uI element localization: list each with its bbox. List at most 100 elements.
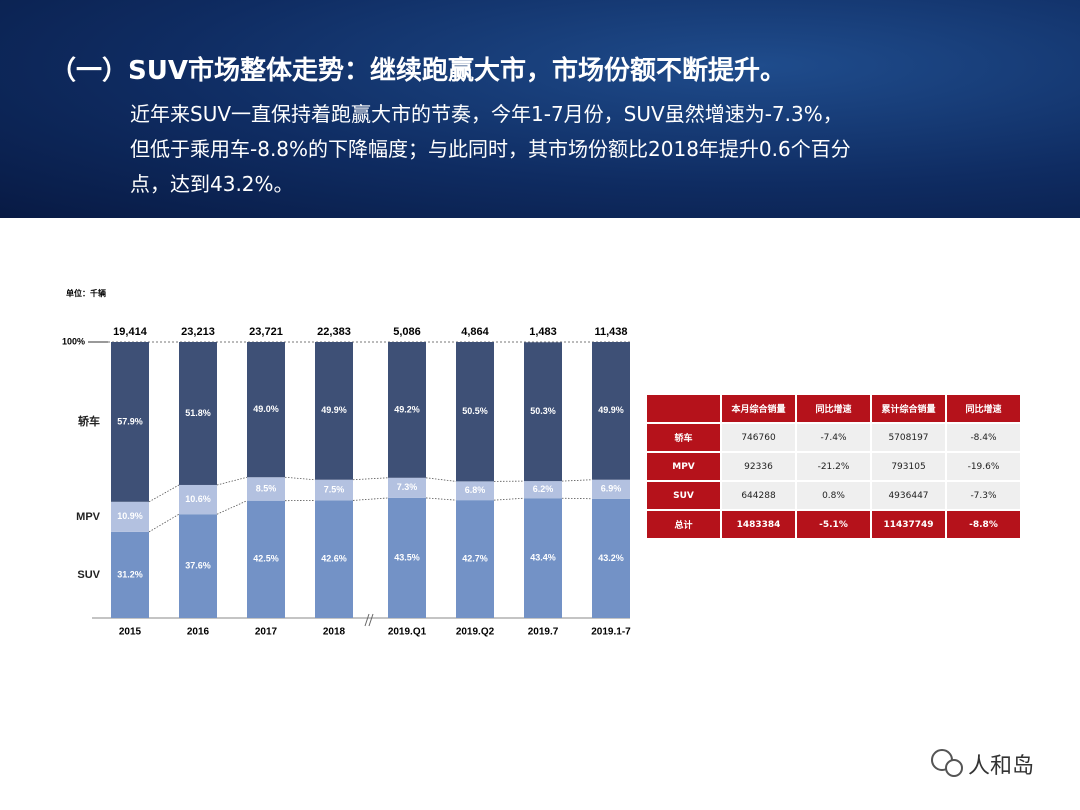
table-cell: -5.1% [795,509,872,540]
paragraph-line: 点，达到43.2%。 [130,172,294,196]
watermark: 人和岛 [968,754,1035,779]
value-label: 6.9% [601,484,622,494]
bar-segment [456,500,494,618]
bar-segment [388,342,426,478]
x-tick-label: 2017 [255,627,278,638]
table-cell: 1483384 [720,509,797,540]
bar-segment [179,342,217,485]
bar-segment [592,342,630,480]
legend-label: SUV [77,569,100,581]
value-label: 8.5% [256,483,277,493]
paragraph-line: 近年来SUV一直保持着跑赢大市的节奏，今年1-7月份，SUV虽然增速为-7.3%… [130,102,843,126]
x-tick-label: 2019.Q1 [388,627,427,638]
connector [561,479,593,482]
bar-segment [456,481,494,501]
table-cell: 总计 [645,509,722,540]
legend-label: MPV [76,511,101,523]
table-cell: -8.4% [945,422,1022,453]
table-cell: 本月综合销量 [720,393,797,424]
bar-segment [315,500,353,618]
bar-segment [388,477,426,498]
value-label: 43.5% [394,552,420,562]
table-cell: 644288 [720,480,797,511]
table-cell: 793105 [870,451,947,482]
value-label: 50.5% [462,406,488,416]
total-label: 23,213 [181,326,215,338]
data-table: 本月综合销量 同比增速 累计综合销量 同比增速 轿车 746760 -7.4% 5708197… [645,393,1022,540]
y-tick-label: 100% [62,336,85,346]
value-label: 49.9% [598,405,624,415]
value-label: 6.8% [465,485,486,495]
total-label: 11,438 [594,326,627,338]
connector [216,500,248,515]
value-label: 50.3% [530,406,556,416]
table-cell: 11437749 [870,509,947,540]
x-tick-label: 2015 [119,627,142,638]
table-cell: 同比增速 [795,393,872,424]
value-label: 7.5% [324,484,345,494]
table-cell: -7.4% [795,422,872,453]
bar-segment [456,342,494,482]
value-label: 43.2% [598,553,624,563]
table-cell: -8.8% [945,509,1022,540]
connector [352,477,389,481]
bar-segment [592,479,630,499]
legend-label: 轿车 [78,414,100,428]
total-label: 1,483 [529,326,557,338]
bar-segment [111,531,149,618]
table-cell: SUV [645,480,722,511]
banner [0,0,1080,218]
unit-label: 单位：千辆 [66,288,106,298]
table-cell: 累计综合销量 [870,393,947,424]
bar-segment [111,501,149,532]
total-label: 23,721 [249,326,283,338]
table-cell [645,393,722,424]
value-label: 7.3% [397,482,418,492]
value-label: 51.8% [185,408,211,418]
table-row: SUV 644288 0.8% 4936447 -7.3% [645,480,1022,511]
bar-segment [315,479,353,501]
table-cell: -21.2% [795,451,872,482]
connector [284,476,316,481]
table-cell: -7.3% [945,480,1022,511]
x-tick-label: 2019.1-7 [591,627,631,638]
value-label: 10.9% [117,511,143,521]
bar-segment [524,498,562,618]
bar-segment [111,342,149,502]
bar-segment [179,514,217,618]
value-label: 42.5% [253,554,279,564]
bar-segment [247,500,285,618]
value-label: 49.9% [321,405,347,415]
value-label: 42.6% [321,554,347,564]
value-label: 49.2% [394,404,420,414]
bar-segment [247,342,285,478]
bar-segment [388,497,426,618]
table-row: 本月综合销量 同比增速 累计综合销量 同比增速 [645,393,1022,424]
connector [425,477,457,482]
table-cell: 5708197 [870,422,947,453]
x-tick-label: 2019.7 [528,627,559,638]
bar-segment [179,484,217,515]
connector [148,484,180,503]
value-label: 10.6% [185,494,211,504]
x-tick-label: 2019.Q2 [456,627,495,638]
table-row: 总计 1483384 -5.1% 11437749 -8.8% [645,509,1022,540]
table-cell: 0.8% [795,480,872,511]
x-tick-label: 2016 [187,627,210,638]
value-label: 57.9% [117,416,143,426]
total-label: 19,414 [113,326,148,338]
value-label: 37.6% [185,560,211,570]
table-cell: 4936447 [870,480,947,511]
bar-segment [524,481,562,499]
x-tick-label: 2018 [323,627,346,638]
connector [216,476,248,486]
connector [493,497,525,501]
total-label: 22,383 [317,326,351,338]
bar-segment [592,498,630,618]
bar-segment [315,342,353,480]
table-cell: 92336 [720,451,797,482]
total-label: 4,864 [461,326,489,338]
value-label: 49.0% [253,404,279,414]
bar-segment [247,477,285,501]
